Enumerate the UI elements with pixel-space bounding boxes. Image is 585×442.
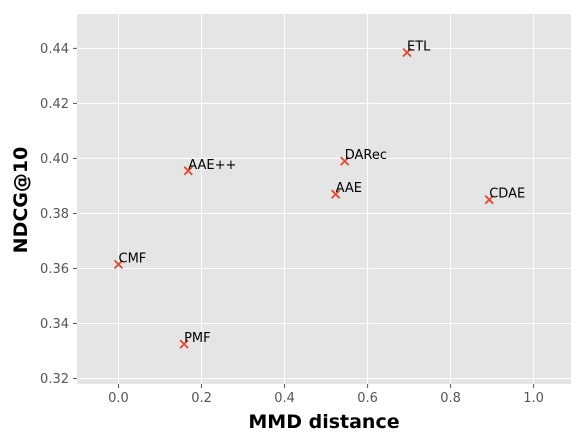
x-tick-label: 0.8 bbox=[440, 391, 461, 406]
y-tick-label: 0.36 bbox=[40, 262, 69, 277]
point-label: PMF bbox=[184, 331, 211, 346]
point-marker bbox=[183, 166, 193, 176]
point-marker bbox=[402, 47, 412, 58]
point-label: ETL bbox=[407, 40, 431, 55]
axis-ticks: 0.0 0.2 0.4 0.6 0.8 1.0 0.32 0.34 0.36 0.38 0.40 0.… bbox=[40, 42, 544, 406]
point-marker bbox=[113, 259, 124, 269]
grid-lines bbox=[77, 14, 571, 384]
point-marker bbox=[340, 156, 350, 166]
data-point: AAE++ bbox=[183, 158, 236, 176]
x-tick-label: 0.2 bbox=[191, 391, 212, 406]
data-point: CMF bbox=[113, 251, 147, 269]
point-marker bbox=[484, 195, 494, 205]
x-tick-label: 0.0 bbox=[108, 391, 129, 406]
y-tick-label: 0.38 bbox=[40, 207, 69, 222]
y-tick-label: 0.42 bbox=[40, 97, 69, 112]
y-tick-label: 0.44 bbox=[40, 42, 69, 57]
y-tick-label: 0.40 bbox=[40, 152, 69, 167]
point-marker bbox=[330, 189, 341, 199]
x-axis-title: MMD distance bbox=[248, 411, 399, 433]
y-tick-label: 0.32 bbox=[40, 372, 69, 387]
point-label: CMF bbox=[119, 251, 147, 266]
point-label: AAE bbox=[336, 181, 362, 196]
point-label: DARec bbox=[345, 148, 387, 163]
data-points: ETL DARec AAE++ AAE CDAE CMF PMF bbox=[113, 40, 525, 349]
data-point: DARec bbox=[340, 148, 387, 166]
y-axis-title: NDCG@10 bbox=[10, 147, 32, 254]
x-tick-label: 0.6 bbox=[357, 391, 378, 406]
point-label: AAE++ bbox=[188, 158, 236, 173]
y-tick-label: 0.34 bbox=[40, 317, 69, 332]
point-label: CDAE bbox=[489, 187, 525, 202]
data-point: PMF bbox=[179, 331, 211, 349]
data-point: ETL bbox=[402, 40, 431, 58]
x-tick-label: 0.4 bbox=[274, 391, 295, 406]
point-marker bbox=[179, 339, 189, 349]
x-tick-label: 1.0 bbox=[523, 391, 544, 406]
data-point: CDAE bbox=[484, 187, 525, 205]
data-point: AAE bbox=[330, 181, 362, 199]
